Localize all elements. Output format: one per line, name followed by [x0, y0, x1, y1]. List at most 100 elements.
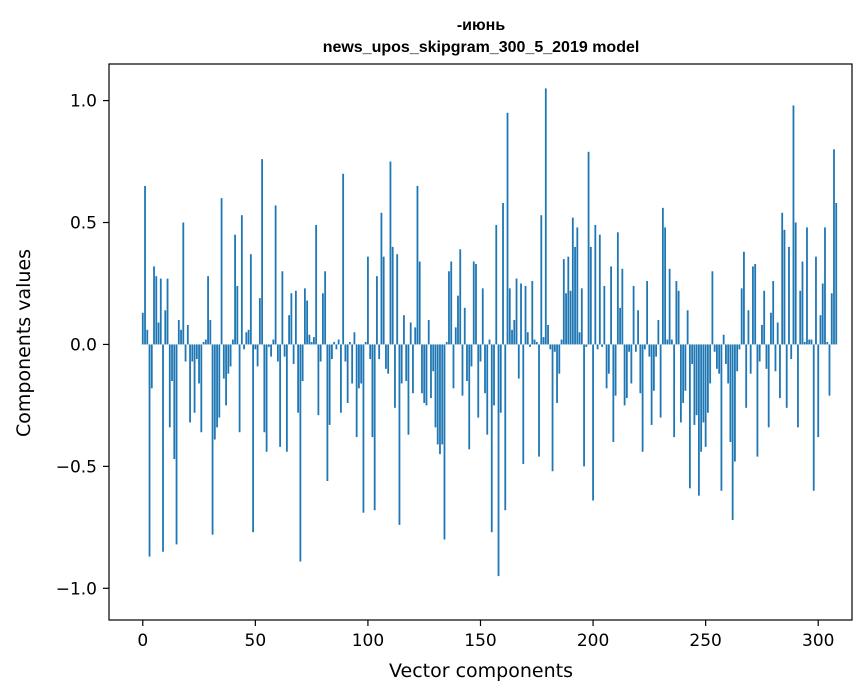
bar-138	[452, 344, 455, 389]
bar-304	[826, 342, 829, 345]
x-tick-label: 0	[137, 631, 148, 651]
bar-126	[425, 344, 428, 406]
bar-269	[747, 310, 750, 345]
bar-290	[794, 222, 797, 345]
bar-38	[227, 344, 230, 374]
bar-33	[216, 344, 218, 428]
bar-196	[583, 344, 585, 467]
bar-223	[643, 344, 646, 350]
bar-34	[218, 344, 221, 418]
bar-300	[817, 344, 820, 438]
bar-74	[308, 334, 311, 345]
bar-131	[436, 344, 439, 445]
bar-104	[376, 276, 378, 345]
bar-88	[340, 344, 342, 413]
bar-183	[553, 344, 556, 352]
bar-185	[558, 344, 561, 374]
bar-100	[367, 256, 369, 345]
bar-53	[261, 159, 264, 345]
bar-216	[628, 344, 631, 352]
bar-102	[371, 344, 374, 438]
bar-1	[144, 185, 146, 345]
bar-4	[150, 344, 153, 389]
bar-270	[749, 344, 752, 374]
bar-93	[351, 344, 354, 384]
bar-233	[666, 339, 669, 345]
bar-219	[634, 344, 637, 352]
bar-68	[294, 290, 297, 345]
bar-22	[191, 344, 194, 362]
bar-262	[731, 344, 734, 521]
bar-265	[738, 344, 741, 350]
bar-39	[229, 344, 232, 367]
bar-41	[234, 234, 236, 345]
bar-124	[421, 344, 423, 394]
bar-228	[655, 344, 658, 357]
bar-94	[353, 332, 356, 345]
bar-211	[616, 232, 619, 345]
bar-103	[373, 344, 376, 511]
bar-251	[707, 344, 709, 413]
bar-239	[679, 344, 682, 423]
bar-241	[684, 344, 687, 391]
bar-297	[810, 339, 813, 345]
bar-146	[470, 344, 473, 367]
bar-145	[468, 344, 471, 450]
bar-214	[623, 344, 626, 406]
bar-150	[479, 344, 482, 362]
x-tick-label: 150	[464, 631, 496, 651]
bar-2	[146, 329, 149, 345]
bar-225	[648, 344, 651, 357]
bar-202	[596, 344, 599, 350]
bar-175	[535, 342, 538, 345]
bar-91	[346, 344, 349, 403]
bar-287	[788, 246, 790, 345]
bar-56	[267, 344, 270, 347]
bar-157	[495, 224, 498, 345]
bar-240	[682, 344, 685, 403]
bar-54	[263, 344, 266, 433]
bar-179	[544, 88, 547, 345]
bar-194	[578, 332, 581, 345]
bar-301	[819, 315, 822, 345]
bar-9	[162, 344, 164, 552]
bar-307	[833, 149, 835, 345]
bar-58	[272, 339, 275, 345]
bar-286	[785, 344, 788, 408]
bar-166	[515, 278, 518, 345]
bar-234	[668, 268, 671, 345]
bar-255	[716, 344, 718, 369]
bar-303	[824, 227, 826, 345]
bar-256	[718, 344, 721, 374]
bar-156	[493, 344, 495, 406]
bar-123	[418, 261, 421, 345]
bar-210	[614, 344, 617, 396]
bar-80	[321, 293, 324, 345]
bar-292	[799, 290, 802, 345]
bar-52	[258, 298, 261, 345]
bar-188	[565, 293, 567, 345]
bar-293	[801, 261, 804, 345]
bar-236	[673, 344, 676, 438]
bar-221	[639, 344, 642, 394]
bar-193	[576, 227, 579, 345]
bar-199	[589, 246, 592, 345]
bar-217	[630, 344, 633, 384]
bar-107	[382, 256, 385, 345]
bar-17	[180, 329, 182, 345]
bar-170	[524, 285, 527, 345]
bar-267	[743, 251, 745, 345]
bar-65	[288, 315, 291, 345]
bar-16	[177, 320, 180, 345]
bar-97	[360, 344, 363, 384]
bar-57	[270, 344, 273, 357]
bar-75	[310, 342, 313, 345]
bar-99	[364, 342, 367, 345]
bar-3	[148, 344, 151, 557]
y-axis-label: Components values	[13, 249, 35, 437]
bar-161	[504, 344, 507, 511]
bar-198	[587, 151, 590, 345]
bar-59	[274, 205, 277, 345]
bar-44	[240, 215, 243, 345]
bar-128	[430, 344, 432, 399]
